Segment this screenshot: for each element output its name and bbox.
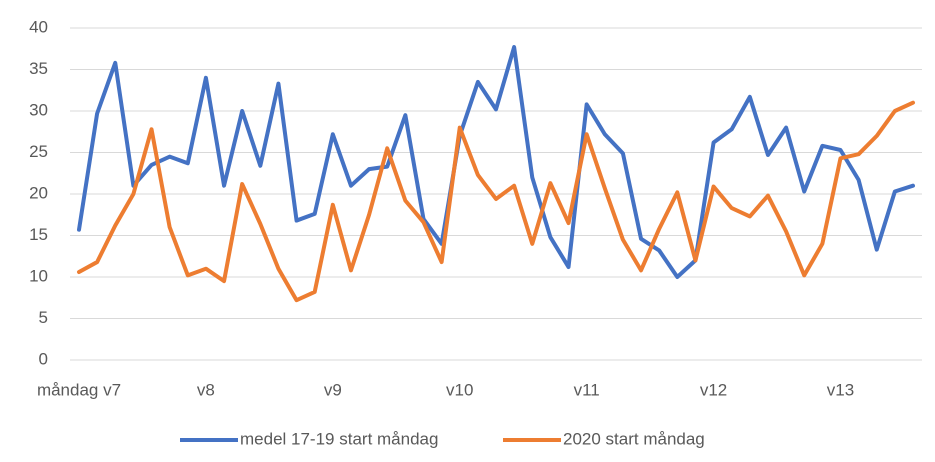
y-tick-label: 5 [39, 308, 48, 327]
y-tick-label: 30 [29, 100, 48, 119]
x-tick-label: v11 [574, 380, 600, 399]
y-tick-label: 40 [29, 17, 48, 36]
x-tick-label: v9 [324, 380, 342, 399]
y-tick-label: 20 [29, 183, 48, 202]
legend-label: medel 17-19 start måndag [240, 429, 438, 448]
x-tick-label: v12 [700, 380, 727, 399]
y-tick-label: 35 [29, 59, 48, 78]
x-tick-label: v10 [446, 380, 473, 399]
x-tick-label: v13 [827, 380, 854, 399]
y-tick-label: 0 [39, 349, 48, 368]
series-line [77, 100, 915, 303]
series-line [77, 45, 915, 279]
y-tick-label: 10 [29, 266, 48, 285]
y-tick-label: 15 [29, 225, 48, 244]
y-tick-label: 25 [29, 142, 48, 161]
legend-label: 2020 start måndag [563, 429, 705, 448]
x-tick-label: måndag v7 [37, 380, 121, 399]
x-tick-label: v8 [197, 380, 215, 399]
